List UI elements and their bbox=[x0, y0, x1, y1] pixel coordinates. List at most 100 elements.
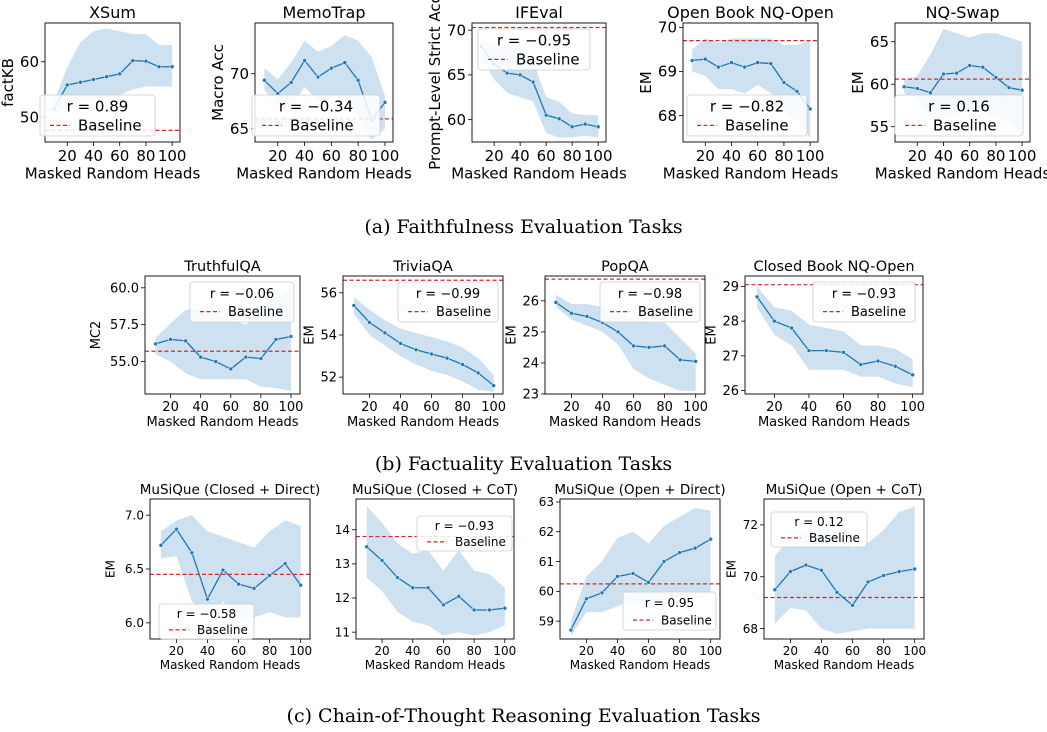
data-point bbox=[708, 536, 713, 542]
data-point bbox=[941, 71, 946, 77]
data-point bbox=[329, 65, 334, 71]
data-point bbox=[841, 350, 846, 355]
chart-panel: 20 40 60 80 100 55.0 57.5 60.0 TruthfulQA Masked … bbox=[89, 259, 304, 430]
y-tick-label: 61 bbox=[539, 555, 554, 569]
axes-frame bbox=[355, 498, 515, 640]
confidence-band bbox=[264, 35, 385, 140]
data-point bbox=[382, 100, 388, 105]
data-point bbox=[78, 79, 83, 85]
chart-panel: 20 40 60 80 100 23 24 25 26 PopQA Masked Random He… bbox=[504, 259, 708, 430]
x-tick-label: 80 bbox=[563, 147, 582, 165]
x-tick-label: 40 bbox=[392, 400, 409, 415]
correlation-label: r = 0.12 bbox=[794, 515, 843, 529]
correlation-label: r = −0.34 bbox=[279, 97, 353, 115]
data-point bbox=[315, 74, 321, 80]
y-tick-label: 23 bbox=[522, 388, 539, 403]
series-line bbox=[53, 59, 173, 110]
chart-title: NQ-Swap bbox=[926, 3, 1000, 22]
correlation-label: r = −0.98 bbox=[618, 287, 682, 302]
data-point bbox=[444, 355, 450, 361]
legend-baseline-label: Baseline bbox=[933, 117, 997, 135]
legend-box bbox=[39, 94, 156, 137]
x-tick-label: 100 bbox=[796, 147, 825, 165]
data-point bbox=[865, 579, 871, 585]
axes-frame bbox=[471, 22, 607, 143]
legend-baseline-label: Baseline bbox=[516, 51, 580, 69]
data-point bbox=[183, 338, 188, 344]
data-point bbox=[569, 311, 574, 316]
y-tick-label: 11 bbox=[335, 625, 350, 639]
data-point bbox=[615, 329, 621, 335]
data-point bbox=[395, 575, 400, 580]
chart-panel: 20 40 60 80 100 55 60 65 NQ-Swap Masked Random He… bbox=[849, 3, 1047, 182]
data-point bbox=[504, 70, 510, 76]
x-tick-label: 80 bbox=[870, 400, 887, 415]
x-tick-label: 40 bbox=[814, 644, 829, 658]
data-point bbox=[143, 58, 149, 64]
x-tick-label: 20 bbox=[268, 147, 287, 165]
y-tick-label: 65 bbox=[870, 33, 889, 51]
axes-frame bbox=[254, 22, 394, 143]
y-tick-label: 59 bbox=[539, 614, 554, 628]
axes-frame bbox=[894, 22, 1031, 143]
data-point bbox=[156, 64, 162, 69]
data-point bbox=[646, 345, 652, 350]
data-point bbox=[228, 366, 234, 372]
data-point bbox=[553, 300, 559, 305]
x-axis-label: Masked Random Heads bbox=[236, 164, 412, 182]
x-tick-label: 20 bbox=[485, 147, 504, 165]
x-tick-label: 20 bbox=[783, 644, 798, 658]
plot-area bbox=[45, 28, 180, 131]
data-point bbox=[382, 330, 388, 336]
plot-area bbox=[343, 279, 503, 392]
x-tick-label: 100 bbox=[699, 644, 722, 658]
x-tick-label: 20 bbox=[766, 400, 783, 415]
data-point bbox=[429, 351, 434, 357]
data-point bbox=[772, 318, 777, 324]
chart-title: MemoTrap bbox=[283, 3, 366, 22]
data-point bbox=[355, 78, 361, 83]
y-tick-label: 25 bbox=[522, 325, 539, 340]
plot-area bbox=[560, 507, 720, 637]
data-point bbox=[398, 341, 403, 346]
data-point bbox=[615, 574, 620, 579]
data-point bbox=[262, 78, 267, 83]
data-point bbox=[595, 124, 601, 130]
x-axis-label: Masked Random Heads bbox=[347, 415, 499, 430]
data-point bbox=[912, 566, 917, 572]
caption-faithfulness: (a) Faithfulness Evaluation Tasks bbox=[364, 216, 683, 238]
chart-panel: 20 40 60 80 100 68 70 72 MuSiQue (Open + CoT) Mas… bbox=[725, 482, 927, 672]
x-tick-label: 20 bbox=[58, 147, 77, 165]
data-point bbox=[130, 58, 136, 63]
data-point bbox=[646, 580, 651, 585]
data-point bbox=[1019, 87, 1025, 93]
y-tick-label: 54 bbox=[320, 329, 337, 344]
y-tick-label: 60 bbox=[20, 53, 39, 71]
data-point bbox=[850, 603, 855, 608]
chart-panel: 20 40 60 80 100 11 12 13 14 MuSiQue (Closed + CoT… bbox=[335, 482, 518, 672]
data-point bbox=[491, 383, 496, 388]
caption-factuality: (b) Factuality Evaluation Tasks bbox=[374, 453, 673, 475]
data-point bbox=[755, 60, 760, 65]
y-axis-label: EM bbox=[725, 560, 739, 578]
data-point bbox=[893, 363, 898, 369]
correlation-label: r = −0.82 bbox=[710, 97, 784, 115]
y-tick-label: 70 bbox=[743, 570, 758, 584]
data-point bbox=[236, 581, 241, 587]
y-tick-label: 62 bbox=[539, 525, 554, 539]
y-tick-label: 60 bbox=[539, 585, 554, 599]
data-point bbox=[662, 343, 667, 349]
y-tick-label: 60 bbox=[447, 111, 466, 129]
x-tick-label: 40 bbox=[511, 147, 530, 165]
x-tick-label: 20 bbox=[908, 147, 927, 165]
data-point bbox=[661, 559, 667, 564]
y-tick-label: 69 bbox=[658, 63, 677, 81]
data-point bbox=[794, 89, 800, 94]
x-tick-label: 60 bbox=[110, 147, 129, 165]
data-point bbox=[273, 337, 279, 342]
data-point bbox=[243, 354, 249, 360]
y-tick-label: 70 bbox=[658, 19, 677, 37]
data-point bbox=[153, 341, 158, 347]
y-tick-label: 60 bbox=[870, 75, 889, 93]
